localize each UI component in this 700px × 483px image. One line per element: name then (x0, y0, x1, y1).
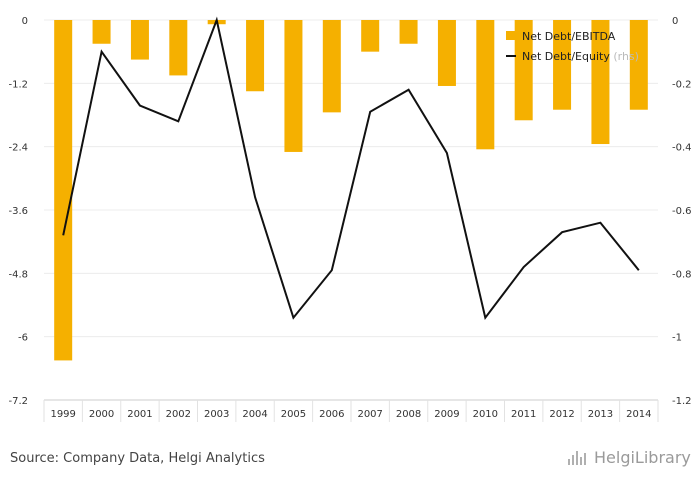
left-axis-ticks: 0 -1.2 -2.4 -3.6 -4.8 -6 -7.2 (8, 16, 28, 407)
bar-series-net-debt-ebitda (54, 20, 648, 361)
x-tick-label: 2004 (242, 409, 267, 420)
bar (322, 20, 341, 113)
x-tick-label: 2006 (319, 409, 344, 420)
legend-label-bar: Net Debt/EBITDA (522, 30, 616, 43)
logo-icon (568, 450, 590, 465)
x-tick-label: 2012 (549, 409, 574, 420)
x-tick-label: 2013 (588, 409, 613, 420)
legend: Net Debt/EBITDA Net Debt/Equity (rhs) (506, 30, 639, 63)
chart: 0 -1.2 -2.4 -3.6 -4.8 -6 -7.2 0 -0.2 -0.4 -0.6 -0.… (8, 16, 692, 422)
bar (92, 20, 111, 44)
line-series-net-debt-equity (62, 16, 640, 321)
left-tick-label: -2.4 (8, 143, 28, 154)
bar (54, 20, 73, 361)
left-tick-label: 0 (22, 16, 28, 27)
source-note: Source: Company Data, Helgi Analytics (10, 451, 265, 466)
right-tick-label: -1.2 (672, 396, 692, 407)
x-tick-label: 2014 (626, 409, 651, 420)
x-axis-ticks: 1999 2000 2001 2002 2003 2004 2005 2006 2007 2008… (50, 409, 651, 420)
x-tick-label: 2001 (127, 409, 152, 420)
left-tick-label: -1.2 (8, 79, 28, 90)
right-tick-label: -0.4 (672, 143, 692, 154)
bar (169, 20, 188, 76)
legend-rhs-suffix: (rhs) (613, 50, 639, 63)
line-path (62, 16, 640, 321)
x-tick-label: 2000 (89, 409, 114, 420)
right-tick-label: -0.2 (672, 79, 692, 90)
x-tick-label: 2008 (396, 409, 421, 420)
x-tick-label: 1999 (50, 409, 75, 420)
bar (284, 20, 303, 152)
bar (246, 20, 265, 92)
right-tick-label: 0 (672, 16, 678, 27)
left-tick-label: -6 (18, 333, 28, 344)
x-tick-label: 2009 (434, 409, 459, 420)
bar (399, 20, 418, 44)
bar (361, 20, 380, 52)
helgi-library-logo: HelgiLibrary (568, 448, 691, 467)
right-axis-ticks: 0 -0.2 -0.4 -0.6 -0.8 -1 -1.2 (672, 16, 692, 407)
left-tick-label: -7.2 (8, 396, 28, 407)
x-tick-label: 2011 (511, 409, 536, 420)
legend-label-line: Net Debt/Equity (rhs) (522, 50, 639, 63)
bar (553, 20, 572, 110)
bar (629, 20, 648, 110)
left-tick-label: -4.8 (8, 269, 28, 280)
logo-text: HelgiLibrary (594, 448, 691, 467)
bar (514, 20, 533, 121)
right-tick-label: -0.6 (672, 206, 692, 217)
x-tick-label: 2003 (204, 409, 229, 420)
bar (130, 20, 149, 60)
right-tick-label: -0.8 (672, 269, 692, 280)
x-tick-label: 2002 (166, 409, 191, 420)
x-tick-label: 2007 (357, 409, 382, 420)
bar (591, 20, 610, 145)
left-tick-label: -3.6 (8, 206, 28, 217)
legend-swatch-bar (506, 31, 515, 40)
bar (476, 20, 495, 150)
x-tick-label: 2005 (281, 409, 306, 420)
gridlines (43, 19, 659, 422)
x-tick-label: 2010 (473, 409, 498, 420)
right-tick-label: -1 (672, 333, 682, 344)
bar (437, 20, 456, 86)
